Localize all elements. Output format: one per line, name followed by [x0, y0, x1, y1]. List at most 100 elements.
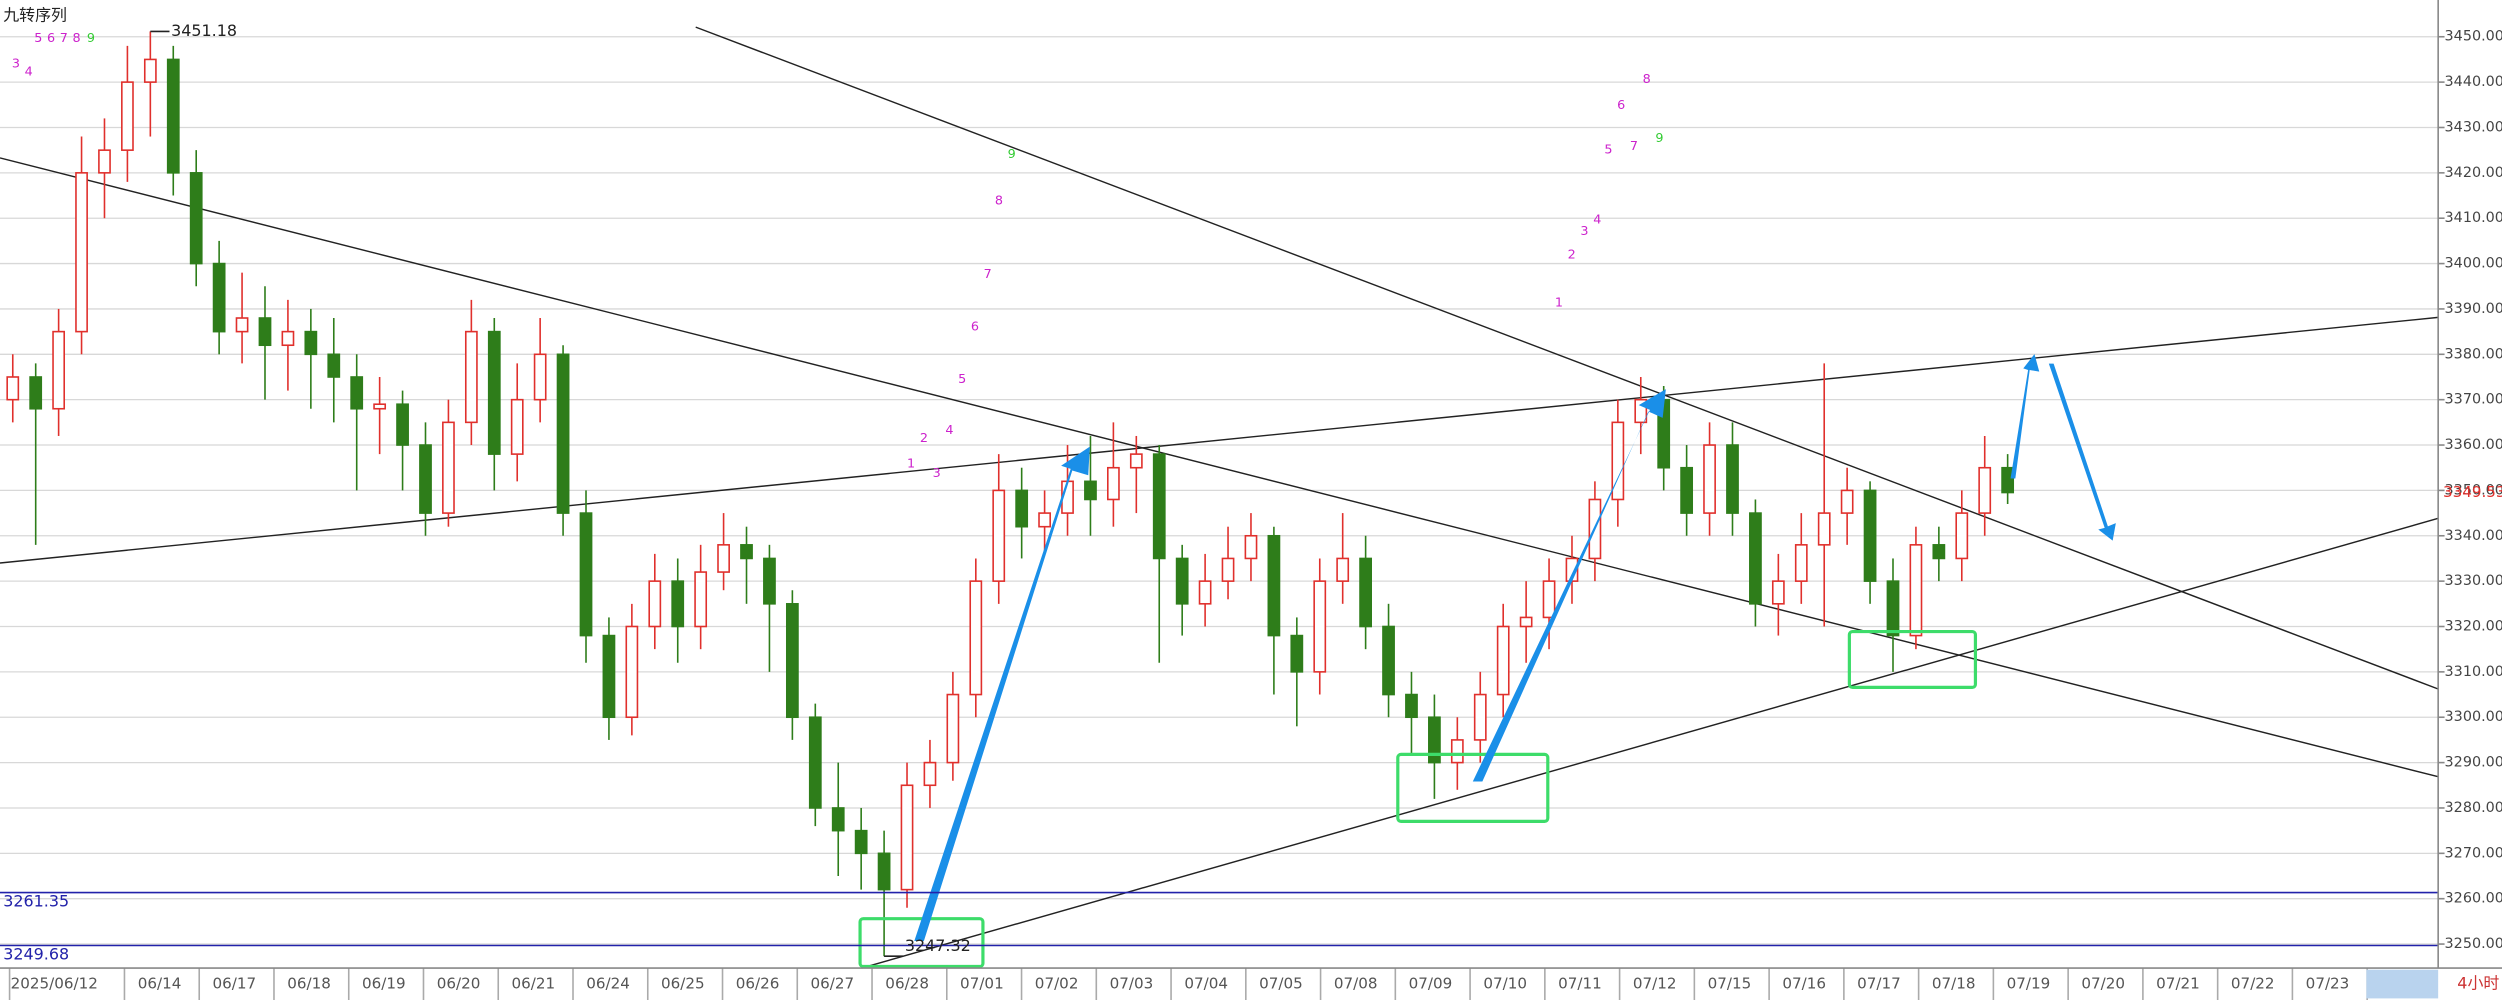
- candle-body: [1519, 616, 1533, 628]
- candle-body: [327, 353, 341, 378]
- candle-body: [1978, 466, 1992, 514]
- candle-body: [1313, 580, 1327, 673]
- candle-body: [694, 571, 708, 628]
- candle-body: [350, 376, 364, 410]
- x-tick-label: 07/01: [960, 975, 1004, 993]
- y-tick-label: 3360.00: [2445, 437, 2502, 453]
- x-tick-label: 07/22: [2231, 975, 2275, 993]
- td-count: 7: [984, 267, 992, 282]
- candle-body: [740, 544, 753, 560]
- candle-body: [1955, 512, 1969, 560]
- candle-body: [556, 353, 570, 514]
- x-tick-label: 06/14: [138, 975, 182, 993]
- candle-body: [1015, 489, 1029, 528]
- y-tick-label: 3450.00: [2445, 29, 2502, 45]
- y-tick-label: 3390.00: [2445, 301, 2502, 317]
- candle-body: [900, 784, 914, 891]
- candle-body: [1496, 625, 1510, 696]
- x-tick-label: 07/16: [1782, 975, 1826, 993]
- candle-body: [258, 317, 272, 347]
- y-tick-label: 3380.00: [2445, 346, 2502, 362]
- x-tick-label: 07/03: [1110, 975, 1154, 993]
- candle-body: [6, 376, 20, 401]
- candle-body: [166, 58, 180, 174]
- candle-body: [2001, 466, 2015, 494]
- candle-body: [763, 557, 776, 605]
- candle-body: [854, 829, 868, 855]
- td-count: 5: [34, 31, 42, 46]
- x-tick-label: 06/17: [212, 975, 256, 993]
- candle-body: [1886, 580, 1900, 637]
- chart-title: 九转序列: [3, 5, 67, 24]
- x-tick-label: 07/09: [1409, 975, 1453, 993]
- candle-body: [1863, 489, 1877, 582]
- td-count: 2: [920, 431, 928, 446]
- td-count: 3: [12, 56, 20, 71]
- candle-body: [1382, 625, 1395, 696]
- candle-body: [487, 330, 501, 455]
- td-count: 8: [1643, 72, 1651, 87]
- x-tick-label: 07/12: [1633, 975, 1677, 993]
- y-tick-label: 3300.00: [2445, 709, 2502, 725]
- candle-body: [419, 444, 432, 514]
- x-tick-label: 07/02: [1035, 975, 1079, 993]
- candle-body: [671, 580, 685, 628]
- candle-body: [579, 512, 593, 637]
- candle-body: [1152, 453, 1166, 560]
- arrow: [2048, 363, 2116, 541]
- td-count: 4: [1593, 213, 1601, 228]
- candle-body: [1840, 489, 1854, 514]
- horizontal-line-label: 3261.35: [3, 892, 69, 911]
- candle-body: [281, 330, 295, 347]
- candle-body: [946, 693, 960, 764]
- candles: [6, 31, 2015, 957]
- candle-body: [992, 489, 1006, 582]
- x-tick-label: 06/25: [661, 975, 705, 993]
- td-count: 6: [971, 319, 979, 334]
- candle-body: [235, 317, 249, 333]
- x-tick-label: 07/18: [1932, 975, 1976, 993]
- period-label: 4小时: [2457, 974, 2499, 993]
- candle-body: [212, 262, 226, 333]
- x-tick-label: 06/27: [811, 975, 855, 993]
- candle-body: [717, 544, 730, 573]
- candle-body: [533, 353, 547, 401]
- candle-body: [1244, 534, 1258, 560]
- arrows: [914, 354, 2116, 941]
- candle-body: [29, 376, 43, 410]
- candle-body: [923, 761, 937, 787]
- x-tick-label: 06/28: [885, 975, 929, 993]
- td-count: 8: [995, 193, 1003, 208]
- candle-body: [510, 398, 524, 455]
- candle-body: [464, 330, 478, 424]
- x-tick-label: 2025/06/12: [11, 975, 98, 993]
- y-tick-label: 3320.00: [2445, 619, 2502, 635]
- trend-line: [695, 26, 2439, 690]
- x-tick-label: 07/17: [1857, 975, 1901, 993]
- low-label: 3247.32: [905, 936, 971, 955]
- candle-body: [1450, 739, 1464, 764]
- candle-body: [1107, 466, 1120, 501]
- y-tick-label: 3370.00: [2445, 392, 2502, 408]
- candle-body: [1817, 512, 1831, 546]
- candle-body: [1703, 444, 1716, 514]
- td-count: 6: [47, 31, 55, 46]
- y-tick-label: 3430.00: [2445, 119, 2502, 135]
- candle-body: [602, 634, 616, 719]
- candle-body: [143, 58, 157, 83]
- candle-body: [1290, 634, 1304, 673]
- td-count: 2: [1568, 248, 1576, 263]
- x-tick-label: 07/10: [1483, 975, 1527, 993]
- y-tick-label: 3260.00: [2445, 891, 2502, 907]
- x-tick-label: 07/04: [1184, 975, 1228, 993]
- x-tick-label: 07/23: [2306, 975, 2350, 993]
- candle-body: [304, 330, 318, 356]
- y-tick-label: 3340.00: [2445, 528, 2502, 544]
- x-tick-label: 06/19: [362, 975, 406, 993]
- td-count: 1: [1555, 296, 1563, 311]
- high-label: 3451.18: [171, 21, 237, 40]
- candle-body: [1175, 557, 1189, 605]
- candle-body: [1932, 544, 1946, 560]
- candle-body: [1749, 512, 1762, 605]
